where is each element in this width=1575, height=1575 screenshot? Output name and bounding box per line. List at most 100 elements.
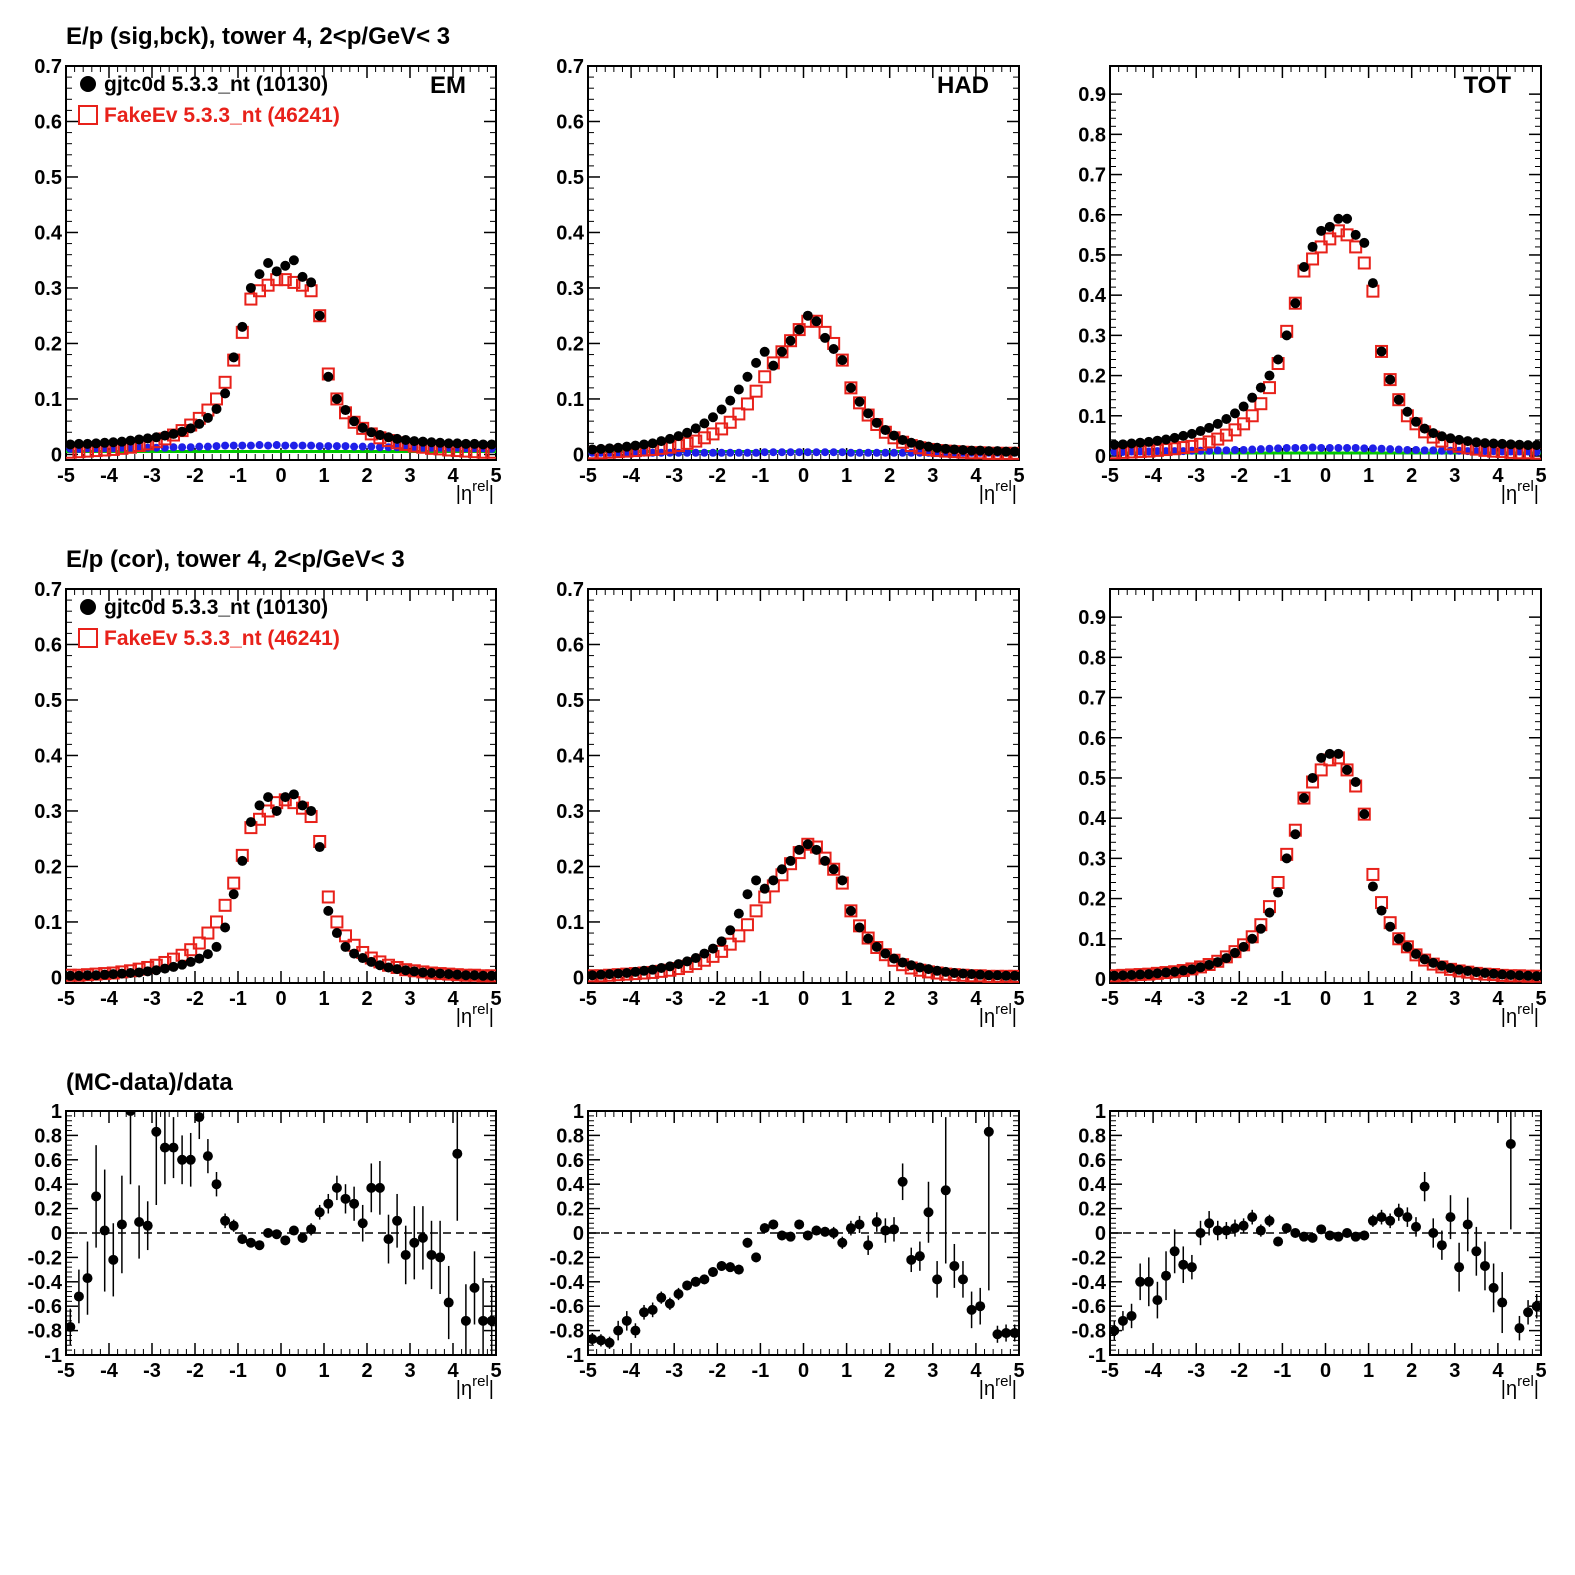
ratio-point [297,1232,308,1243]
data-point [742,889,753,900]
data-point [854,922,865,933]
x-tick-label: 5 [490,1360,501,1382]
ratio-point [1350,1231,1361,1242]
data-point [108,969,119,980]
data-point [1169,966,1180,977]
data-point [1411,949,1422,960]
x-tick-label: -2 [708,1360,726,1382]
mc-point [1288,296,1302,310]
ratio-point [1273,1236,1284,1247]
data-point [1367,881,1378,892]
ratio-point [1135,1276,1146,1287]
bkg-data-point [881,448,890,457]
data-point [469,970,480,981]
x-tick-label: -4 [622,1360,641,1382]
data-point [1126,438,1137,449]
mc-point [792,323,806,337]
data-point [949,444,960,455]
y-tick-label: 0 [51,1223,62,1245]
y-tick-label: -0.2 [1072,1247,1106,1269]
ratio-point [983,1126,994,1137]
data-point [604,443,615,454]
mc-point [330,915,344,929]
data-point [228,889,239,900]
data-point [73,438,84,449]
x-tick-label: -5 [1101,465,1119,487]
data-point [880,948,891,959]
data-point [245,817,256,828]
data-point [699,948,710,959]
data-point [1001,446,1012,457]
bkg-data-point [1274,444,1283,453]
data-point [392,433,403,444]
ratio-point [168,1142,179,1153]
y-tick-label: 0.2 [556,333,584,355]
data-point [690,953,701,964]
y-tick-label: -0.8 [1072,1321,1106,1343]
y-tick-label: -0.4 [1072,1272,1107,1294]
x-tick-label: -4 [622,465,641,487]
ratio-point [1117,1315,1128,1326]
ratio-point [811,1225,822,1236]
data-point [426,437,437,448]
plot-frame [1109,588,1542,984]
plot-area [1110,748,1541,983]
y-tick-label: 0.9 [1078,84,1106,106]
y-tick-label: 0 [573,444,584,466]
ratio-point [923,1207,934,1218]
mc-point [784,334,798,348]
data-point [656,963,667,974]
ratio-point [794,1219,805,1230]
x-tick-label: -2 [186,465,204,487]
data-point [1247,933,1258,944]
data-point [682,956,693,967]
bkg-data-point [367,442,376,451]
bkg-data-point [743,448,752,457]
data-point [656,436,667,447]
bkg-data-point [1162,447,1171,456]
data-point [1264,907,1275,918]
bkg-data-point [829,448,838,457]
panels-group: -5 -4 -3 -2 -1 0 1 2 3 4 5 0 0.1 0.2 0.3 0.4 0.5 0.6 0.7 |η… [28,56,1547,1400]
ratio-point [331,1182,342,1193]
data-point [211,403,222,414]
x-tick-label: 5 [1535,988,1546,1010]
ratio-point [185,1154,196,1165]
y-tick-label: -0.8 [550,1321,584,1343]
data-point [716,404,727,415]
x-tick-label: 2 [884,1360,895,1382]
bkg-data-point [760,448,769,457]
data-point [331,393,342,404]
data-point [417,436,428,447]
data-point [460,438,471,449]
x-tick-label: 0 [1320,988,1331,1010]
data-point [992,446,1003,457]
x-tick-label: 5 [1013,465,1024,487]
data-point [742,371,753,382]
ratio-point [1531,1301,1541,1312]
bkg-data-point [1299,443,1308,452]
panel-tag: HAD [937,72,989,99]
ratio-point [664,1298,675,1309]
x-tick-label: 2 [884,988,895,1010]
ratio-point [1152,1295,1163,1306]
data-point [682,427,693,438]
data-point [613,968,624,979]
bkg-data-point [1480,447,1489,456]
legend-marker-mc-top [78,105,98,125]
data-point [1186,428,1197,439]
y-tick-label: 0.7 [34,579,62,601]
data-point [443,969,454,980]
y-tick-label: 0.4 [556,222,585,244]
x-axis-label-superscript: rel [472,478,489,495]
data-point [220,388,231,399]
ratio-point [845,1223,856,1234]
x-axis-label-bar: | [489,1006,494,1028]
bkg-data-point [186,443,195,452]
x-axis-label-bar: | [1534,483,1539,505]
x-tick-label: -2 [1230,988,1248,1010]
data-point [177,426,188,437]
data-point [460,970,471,981]
ratio-point [854,1219,865,1230]
bkg-data-point [1532,447,1541,456]
